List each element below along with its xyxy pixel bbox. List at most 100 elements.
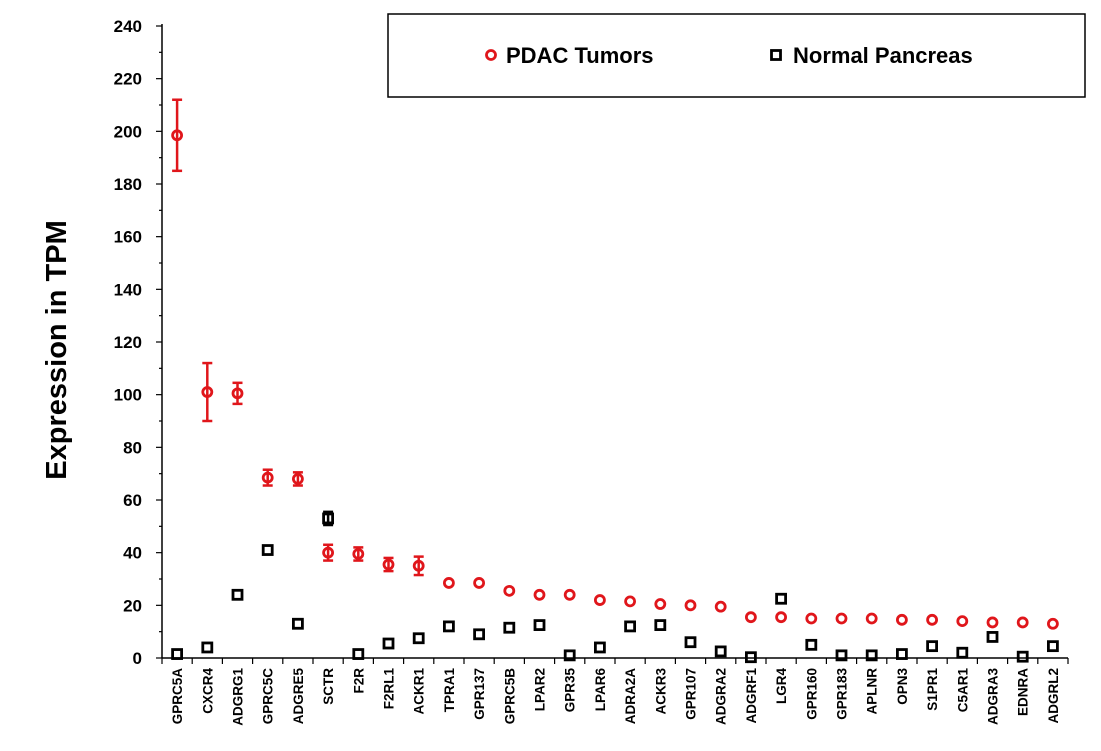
data-point bbox=[1047, 640, 1059, 653]
data-point bbox=[956, 615, 969, 628]
data-point bbox=[171, 648, 184, 660]
data-point bbox=[231, 588, 244, 601]
x-tick-label: ADGRE5 bbox=[291, 668, 306, 725]
y-tick-label: 40 bbox=[123, 544, 142, 563]
data-point bbox=[956, 646, 969, 659]
data-point bbox=[835, 649, 848, 662]
legend: PDAC Tumors Normal Pancreas bbox=[387, 13, 1086, 98]
y-tick-label: 80 bbox=[123, 438, 142, 457]
y-tick-label: 140 bbox=[114, 280, 142, 299]
x-tick-label: ADRA2A bbox=[623, 668, 638, 725]
data-point bbox=[714, 645, 727, 658]
x-tick-label: GPRC5A bbox=[170, 668, 185, 725]
data-point bbox=[473, 577, 486, 589]
series-normal-pancreas bbox=[171, 510, 1059, 664]
x-tick-label: ADGRG1 bbox=[231, 668, 246, 726]
x-tick-label: GPRC5B bbox=[502, 668, 517, 725]
x-tick-label: APLNR bbox=[865, 668, 880, 715]
data-point bbox=[503, 621, 516, 634]
data-point bbox=[745, 651, 757, 664]
legend-box bbox=[387, 13, 1086, 98]
legend-label-pdac: PDAC Tumors bbox=[506, 43, 654, 68]
x-tick-label: F2RL1 bbox=[382, 668, 397, 710]
x-tick-label: LPAR6 bbox=[593, 668, 608, 712]
data-point bbox=[594, 594, 606, 606]
data-point bbox=[805, 612, 818, 625]
x-tick-label: LGR4 bbox=[774, 668, 789, 704]
data-point bbox=[654, 598, 667, 610]
x-tick-label: EDNRA bbox=[1016, 668, 1031, 716]
series-pdac-tumors bbox=[171, 98, 1059, 630]
data-point bbox=[896, 648, 908, 660]
x-tick-label: GPR160 bbox=[804, 668, 819, 720]
y-tick-label: 120 bbox=[114, 333, 142, 352]
x-axis-ticks: GPRC5A CXCR4 ADGRG1 GPRC5C ADGRE5 SCTR F2R F2RL… bbox=[161, 658, 1069, 726]
data-point bbox=[201, 641, 214, 654]
data-point bbox=[654, 619, 667, 631]
x-tick-label: ADGRA2 bbox=[714, 668, 729, 725]
y-axis-label: Expression in TPM bbox=[41, 220, 73, 479]
data-point bbox=[563, 649, 576, 662]
data-point bbox=[926, 640, 938, 653]
y-tick-label: 200 bbox=[114, 122, 142, 141]
data-point bbox=[896, 613, 908, 626]
data-point bbox=[291, 473, 304, 485]
y-tick-label: 240 bbox=[114, 17, 142, 36]
data-point bbox=[382, 637, 395, 650]
x-tick-label: GPR183 bbox=[835, 668, 850, 720]
data-point bbox=[714, 600, 727, 613]
data-point bbox=[563, 588, 576, 601]
x-tick-label: C5AR1 bbox=[955, 668, 970, 713]
data-point bbox=[352, 648, 365, 660]
data-point bbox=[1016, 616, 1029, 629]
x-tick-label: SCTR bbox=[321, 668, 336, 705]
y-tick-label: 100 bbox=[114, 386, 142, 405]
data-point bbox=[291, 617, 304, 630]
data-point bbox=[533, 619, 546, 631]
data-point bbox=[412, 632, 425, 645]
x-tick-label: ADGRF1 bbox=[744, 668, 759, 724]
x-tick-label: ADGRL2 bbox=[1046, 668, 1061, 724]
data-point bbox=[684, 636, 697, 649]
data-point bbox=[503, 584, 516, 597]
data-point bbox=[684, 599, 697, 612]
data-point bbox=[926, 613, 938, 626]
x-tick-label: GPR137 bbox=[472, 668, 487, 720]
x-tick-label: ACKR1 bbox=[412, 668, 427, 715]
axes bbox=[161, 24, 1068, 659]
data-point bbox=[594, 641, 606, 654]
data-point bbox=[986, 616, 999, 629]
x-tick-label: GPRC5C bbox=[261, 668, 276, 725]
data-point bbox=[986, 631, 999, 643]
y-tick-label: 20 bbox=[123, 596, 142, 615]
data-point bbox=[624, 595, 636, 608]
x-tick-label: GPR35 bbox=[563, 668, 578, 713]
data-point bbox=[171, 129, 184, 142]
data-point bbox=[835, 612, 848, 625]
y-tick-label: 0 bbox=[133, 649, 142, 668]
x-tick-label: TPRA1 bbox=[442, 668, 457, 713]
data-point bbox=[1016, 650, 1029, 663]
series-layer bbox=[171, 98, 1059, 664]
x-tick-label: OPN3 bbox=[895, 668, 910, 705]
legend-marker-normal bbox=[770, 49, 782, 61]
data-point bbox=[745, 611, 757, 624]
data-point bbox=[473, 628, 486, 641]
x-tick-label: ACKR3 bbox=[653, 668, 668, 715]
data-point bbox=[775, 592, 787, 605]
data-point bbox=[1047, 617, 1059, 630]
x-tick-label: LPAR2 bbox=[533, 668, 548, 711]
legend-marker-pdac bbox=[485, 49, 497, 61]
y-tick-label: 180 bbox=[114, 175, 142, 194]
x-tick-label: GPR107 bbox=[684, 668, 699, 720]
data-point bbox=[865, 649, 878, 662]
data-point bbox=[322, 512, 335, 525]
y-tick-label: 160 bbox=[114, 228, 142, 247]
data-point bbox=[624, 620, 636, 633]
y-axis-ticks: 0 20 40 60 80 100 120 140 160 180 200 220 240 bbox=[114, 17, 162, 668]
y-tick-label: 220 bbox=[114, 70, 142, 89]
data-point bbox=[322, 546, 335, 559]
data-point bbox=[352, 548, 365, 560]
data-point bbox=[805, 638, 818, 651]
x-tick-label: ADGRA3 bbox=[986, 668, 1001, 725]
